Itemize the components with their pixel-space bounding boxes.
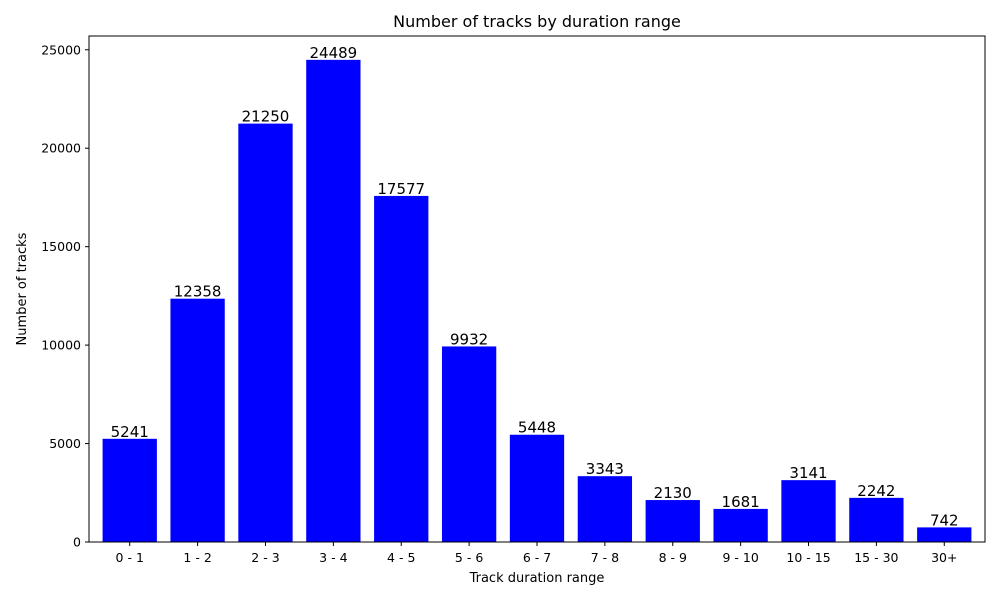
x-tick-label: 3 - 4 — [319, 550, 347, 565]
y-tick-label: 25000 — [41, 42, 81, 57]
bar-8-9 — [645, 500, 700, 542]
x-tick-label: 8 - 9 — [659, 550, 687, 565]
bar-value-label: 2130 — [654, 484, 692, 502]
x-tick-label: 9 - 10 — [722, 550, 758, 565]
bar-value-label: 12358 — [174, 283, 222, 301]
x-tick-label: 7 - 8 — [591, 550, 619, 565]
y-tick-label: 0 — [73, 535, 81, 550]
x-tick-label: 10 - 15 — [786, 550, 830, 565]
bar-6-7 — [509, 434, 565, 542]
bar-value-label: 17577 — [377, 180, 425, 198]
bar-value-label: 3141 — [789, 464, 827, 482]
y-tick-label: 20000 — [41, 141, 81, 156]
x-tick-label: 30+ — [931, 550, 957, 565]
x-axis-ticks: 0 - 1 1 - 2 2 - 3 3 - 4 4 - 5 5 - 6 6 - 7 7 - 8… — [116, 542, 957, 565]
x-tick-label: 15 - 30 — [854, 550, 898, 565]
bar-value-label: 2242 — [857, 482, 895, 500]
bar-2-3 — [238, 123, 293, 543]
bar-value-label: 5448 — [518, 419, 556, 437]
bar-value-label: 742 — [930, 511, 959, 529]
bar-value-label: 5241 — [111, 423, 149, 441]
x-tick-label: 0 - 1 — [116, 550, 144, 565]
bar-5-6 — [441, 346, 497, 542]
bar-9-10 — [713, 508, 768, 542]
bar-7-8 — [577, 476, 633, 542]
x-axis-label: Track duration range — [469, 571, 605, 586]
x-tick-label: 4 - 5 — [387, 550, 415, 565]
y-tick-label: 5000 — [49, 436, 81, 451]
bar-value-label: 1681 — [722, 493, 760, 511]
bar-0-1 — [102, 438, 157, 542]
bar-30 — [917, 527, 972, 542]
y-tick-label: 15000 — [41, 239, 81, 254]
bars-layer — [102, 59, 972, 543]
x-tick-label: 5 - 6 — [455, 550, 483, 565]
x-tick-label: 2 - 3 — [251, 550, 279, 565]
bar-4-5 — [374, 195, 429, 542]
chart-title: Number of tracks by duration range — [393, 12, 681, 31]
bar-1-2 — [170, 298, 225, 542]
y-axis-ticks: 0 5000 10000 15000 20000 25000 — [41, 42, 89, 550]
bar-value-label: 24489 — [310, 44, 358, 62]
bar-15-30 — [849, 497, 904, 542]
y-axis-label: Number of tracks — [15, 232, 30, 345]
bar-value-label: 3343 — [586, 460, 624, 478]
bar-value-label: 9932 — [450, 330, 488, 348]
bar-10-15 — [781, 480, 836, 542]
data-labels: 5241 12358 21250 24489 17577 9932 5448 3343 2130… — [111, 44, 959, 530]
bar-3-4 — [306, 59, 361, 543]
plot-area-frame — [88, 35, 986, 543]
bar-value-label: 21250 — [242, 108, 290, 126]
y-tick-label: 10000 — [41, 338, 81, 353]
x-tick-label: 1 - 2 — [183, 550, 211, 565]
x-tick-label: 6 - 7 — [523, 550, 551, 565]
